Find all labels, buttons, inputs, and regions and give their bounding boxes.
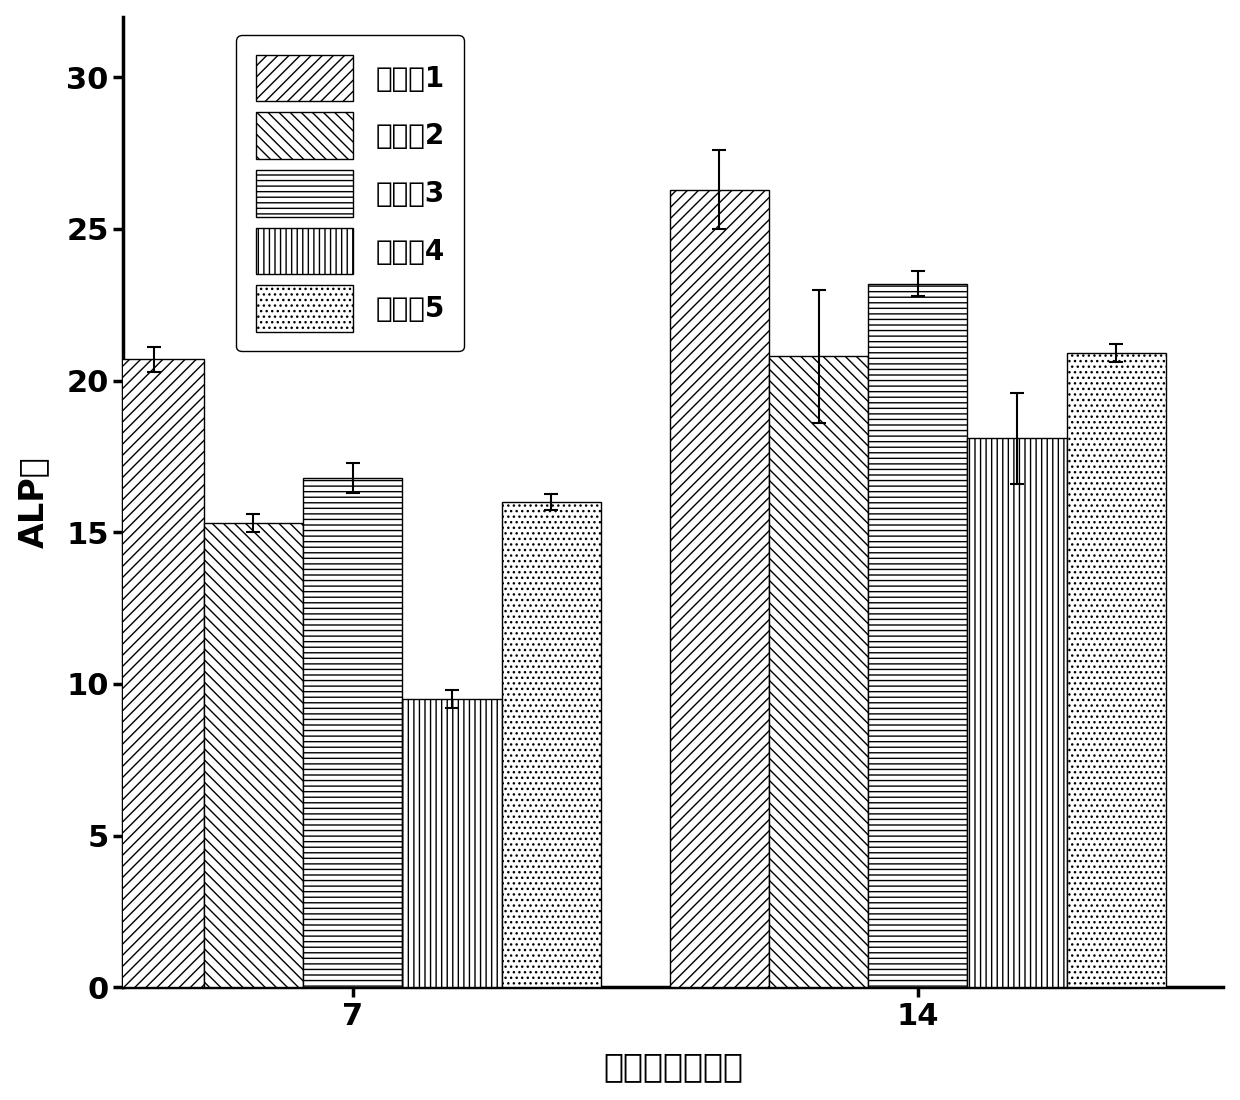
Bar	[670, 189, 769, 988]
Bar	[303, 477, 402, 988]
Bar	[1066, 353, 1166, 988]
Bar	[402, 700, 501, 988]
Y-axis label: ALP值: ALP值	[16, 456, 50, 548]
Legend: 实验组1, 实验组2, 实验组3, 实验组4, 实验组5: 实验组1, 实验组2, 实验组3, 实验组4, 实验组5	[237, 35, 464, 351]
Bar	[501, 502, 601, 988]
Bar	[203, 524, 303, 988]
Bar	[967, 438, 1066, 988]
Bar	[868, 284, 967, 988]
Bar	[104, 360, 203, 988]
X-axis label: 培养时间（天）: 培养时间（天）	[604, 1050, 743, 1084]
Bar	[769, 356, 868, 988]
